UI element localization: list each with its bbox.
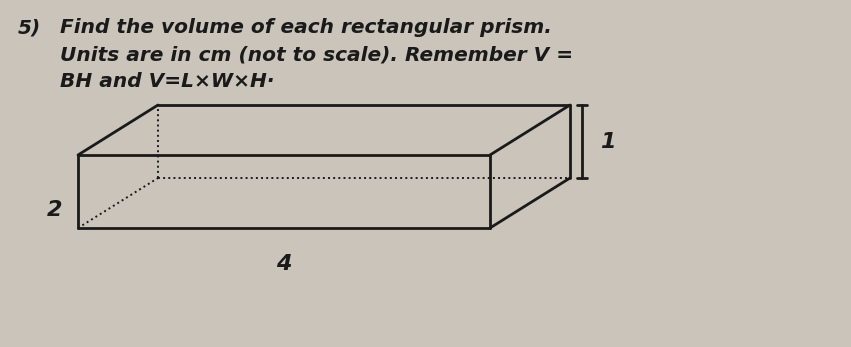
Text: 1: 1 — [600, 132, 615, 152]
Text: Units are in cm (not to scale). Remember V =: Units are in cm (not to scale). Remember… — [60, 45, 573, 64]
Text: 2: 2 — [47, 200, 62, 220]
Text: 5): 5) — [18, 18, 41, 37]
Text: Find the volume of each rectangular prism.: Find the volume of each rectangular pris… — [60, 18, 552, 37]
Text: 4: 4 — [277, 254, 292, 274]
Text: BH and V=L×W×H·: BH and V=L×W×H· — [60, 72, 275, 91]
